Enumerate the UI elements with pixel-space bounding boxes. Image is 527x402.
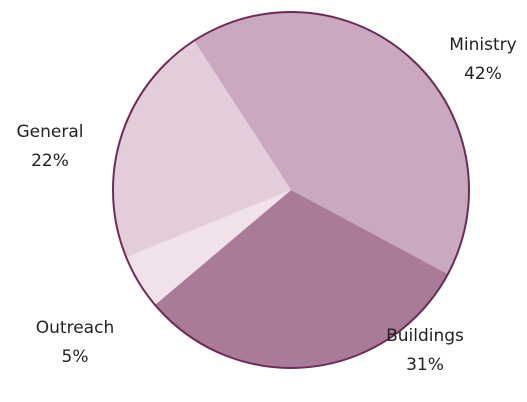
slice-value-label: 31% [406, 355, 444, 375]
slice-value-label: 22% [31, 151, 69, 171]
pie-slice [194, 12, 469, 275]
slice-label: Buildings [386, 326, 464, 346]
pie-slice [155, 190, 448, 369]
pie-outline [112, 11, 470, 369]
slice-label: Ministry [449, 35, 516, 55]
slice-value-label: 42% [464, 64, 502, 84]
slice-value-label: 5% [62, 347, 89, 367]
slice-label: Outreach [36, 318, 114, 338]
pie-slice [126, 190, 291, 305]
pie-slice [113, 40, 292, 258]
slice-label: General [17, 122, 84, 142]
